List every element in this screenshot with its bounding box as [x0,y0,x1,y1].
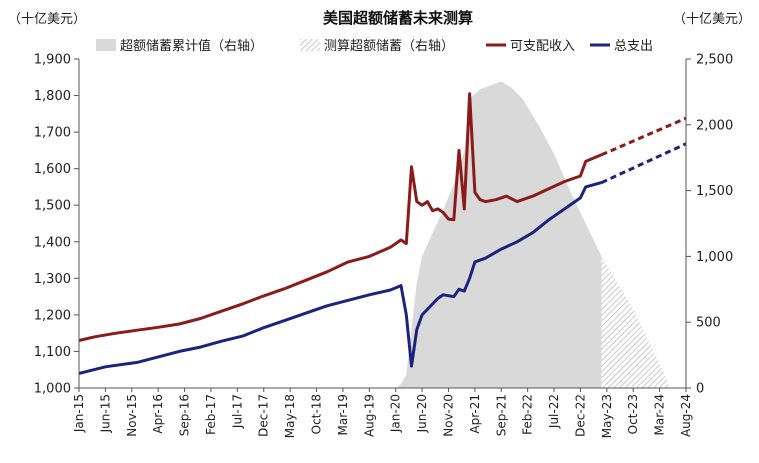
x-tick-label: Sep-16 [178,394,192,436]
legend-label: 可支配收入 [510,39,575,54]
x-tick-label: Feb-22 [521,394,535,435]
x-tick-label: Mar-19 [336,394,350,435]
x-tick-label: Jan-15 [72,394,86,433]
x-tick-label: Aug-19 [362,394,376,437]
x-tick-label: Sep-21 [494,394,508,436]
legend-swatch [300,39,320,51]
left-tick-label: 1,000 [34,382,71,397]
x-tick-label: Oct-23 [626,394,640,434]
x-tick-label: Dec-17 [257,394,271,437]
series-spend [78,181,602,375]
chart-title: 美国超额储蓄未来测算 [323,9,473,27]
x-tick-label: Oct-18 [310,394,324,434]
legend-item-spend: 总支出 [590,39,653,54]
series-income [78,92,603,342]
right-tick-label: 1,000 [696,250,733,265]
right-tick-label: 2,000 [696,118,733,133]
left-tick-label: 1,200 [34,308,71,323]
legend-label: 总支出 [614,39,653,54]
left-tick-label: 1,300 [34,272,71,287]
x-tick-label: Apr-21 [468,394,482,434]
right-tick-label: 2,500 [696,53,733,68]
series-est [601,256,671,388]
x-tick-label: Feb-17 [204,394,218,435]
area-layer [395,81,671,389]
x-tick-label: Jul-17 [230,394,244,429]
left-tick-label: 1,500 [34,199,71,214]
left-tick-label: 1,700 [34,126,71,141]
x-tick-label: Nov-15 [125,394,139,437]
x-tick-label: Aug-24 [679,394,693,437]
x-tick-label: Jul-22 [547,394,561,429]
legend-swatch [96,39,116,51]
series-cum [395,81,602,389]
series-income_proj [600,116,687,157]
right-tick-label: 0 [696,382,704,397]
x-tick-label: Apr-16 [151,394,165,434]
series-spend_proj [600,142,687,184]
x-tick-label: Jun-15 [98,394,112,433]
legend-item-income: 可支配收入 [486,39,575,54]
legend-item-est: 测算超额储蓄（右轴） [300,39,454,54]
legend-item-cum: 超额储蓄累计值（右轴） [96,38,263,54]
legend-label: 超额储蓄累计值（右轴） [120,38,263,54]
left-tick-label: 1,100 [34,345,71,360]
x-tick-label: May-23 [600,394,614,438]
x-tick-label: Dec-22 [573,394,587,437]
right-tick-label: 500 [696,316,721,331]
x-tick-label: Nov-20 [441,394,455,437]
x-tick-label: Jan-20 [389,394,403,433]
axes: 1,000 1,100 1,200 1,300 1,400 1,500 1,600 1,700… [34,53,733,439]
legend-label: 测算超额储蓄（右轴） [324,39,454,54]
x-tick-label: May-18 [283,394,297,438]
left-tick-label: 1,800 [34,89,71,104]
left-tick-label: 1,900 [34,53,71,68]
x-tick-label: Mar-24 [653,394,667,435]
legend: 超额储蓄累计值（右轴） 测算超额储蓄（右轴） 可支配收入 总支出 [96,38,653,54]
right-tick-label: 1,500 [696,184,733,199]
line-layer [78,92,687,375]
left-tick-label: 1,600 [34,162,71,177]
x-tick-label: Jun-20 [415,394,429,433]
left-tick-label: 1,400 [34,235,71,250]
right-unit-label: （十亿美元） [673,12,751,27]
left-unit-label: （十亿美元） [8,12,86,27]
